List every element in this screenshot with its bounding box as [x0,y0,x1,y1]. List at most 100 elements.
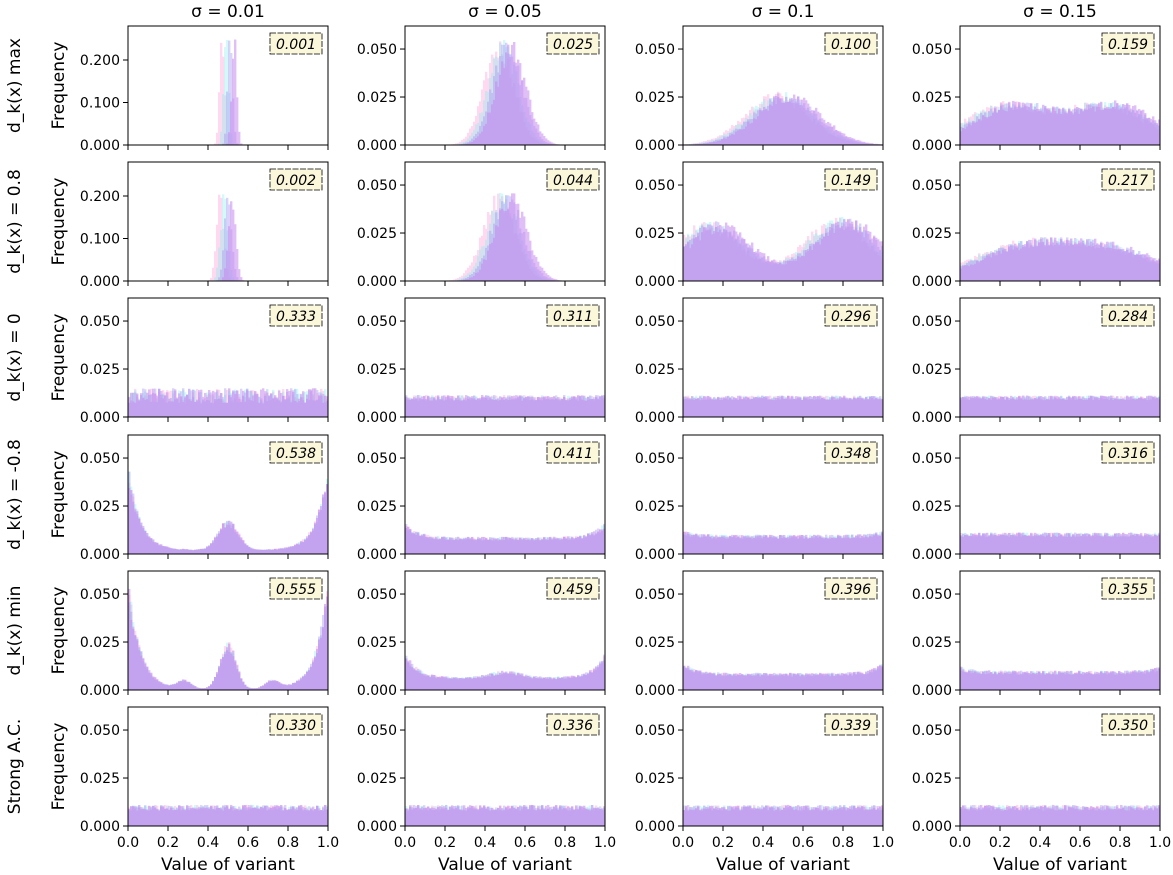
histogram-bar [1020,397,1023,417]
histogram-bar [837,221,840,281]
histogram-bar [837,399,840,417]
histogram-bar [465,395,468,417]
histogram-bar [749,245,752,281]
histogram-bar [232,209,235,281]
histogram-bar [419,397,422,417]
histogram-bar [867,399,870,417]
histogram-bar [823,236,826,281]
panel-frame [127,161,329,282]
histogram-bar [781,264,784,281]
histogram-bar [849,397,852,417]
histogram-bar [733,397,736,417]
histogram-bar [705,396,708,417]
histogram-bar [1044,244,1047,281]
histogram-bar [471,269,474,281]
histogram-bar [966,126,969,145]
histogram-bar [469,142,472,145]
histogram-bar [483,259,486,281]
histogram-bar [505,398,508,417]
histogram-bar [1064,112,1067,145]
panel: 0.000 0.025 0.050 0.025 [357,25,606,154]
histogram-bar [527,396,530,417]
histogram-bar [968,123,971,145]
histogram-series [683,94,884,145]
histogram-bar [1140,397,1143,417]
histogram-bar [881,241,884,281]
histogram-bar [877,239,880,281]
histogram-bar [495,81,498,145]
histogram-bar [463,143,466,145]
histogram-bar [869,396,872,417]
histogram-bar [174,389,177,417]
panel-frame [404,161,606,282]
histogram-bar [505,210,508,281]
histogram-bar [1100,395,1103,417]
histogram-bar [481,131,484,145]
histogram-bar [228,132,231,145]
histogram-bar [467,398,470,417]
histogram-bar [551,397,554,417]
histogram-bar [861,397,864,417]
panel-frame [682,297,884,418]
histogram-bar [809,110,812,145]
histogram-bar [1086,239,1089,281]
histogram-bar [825,233,828,281]
histogram-bar [545,398,548,417]
histogram-bar [737,130,740,145]
histogram-bar [226,91,229,145]
histogram-bar [1018,250,1021,281]
histogram-bar [1010,395,1013,417]
histogram-bar [521,80,524,145]
histogram-bar [573,396,576,417]
histogram-bar [473,266,476,281]
histogram-bar [685,244,688,281]
histogram-bar [465,136,468,145]
histogram-bar [1010,245,1013,281]
histogram-bar [1124,104,1127,145]
histogram-bar [495,399,498,417]
histogram-bar [1088,245,1091,281]
histogram-bar [1142,254,1145,281]
histogram-bar [1060,399,1063,417]
histogram-bar [1094,238,1097,281]
histogram-bar [1038,242,1041,281]
panel: 0.000 0.025 0.050 0.159 [912,25,1161,154]
histogram-bar [523,77,526,145]
histogram-bar [463,273,466,281]
histogram-bar [511,395,514,417]
histogram-bar [459,141,462,145]
histogram-bar [765,396,768,417]
histogram-bar [1058,398,1061,417]
histogram-bar [757,397,760,417]
histogram-bar [1154,261,1157,281]
histogram-bar [218,143,221,145]
histogram-bar [857,139,860,145]
histogram-bar [727,399,730,417]
histogram-bar [533,118,536,145]
histogram-bar [763,396,766,417]
histogram-bar [775,397,778,417]
histogram-bar [767,110,770,145]
histogram-bar [771,105,774,145]
row-label: d_k(x) = 0 [5,313,25,401]
histogram-bar [485,123,488,145]
value-badge [269,168,323,191]
histogram-bar [1010,107,1013,145]
histogram-bar [577,395,580,417]
histogram-bar [970,396,973,417]
histogram-bar [695,143,698,145]
histogram-bar [791,260,794,281]
histogram-bar [835,398,838,417]
histogram-bar [158,388,161,417]
histogram-bar [988,254,991,281]
value-badge-text: 0.149 [831,173,871,189]
histogram-bar [1106,108,1109,145]
histogram-bar [845,136,848,145]
histogram-bar [1092,106,1095,145]
histogram-bar [1034,398,1037,417]
histogram-bar [567,399,570,417]
histogram-bar [148,389,151,417]
histogram-bar [996,250,999,281]
panel-frame [959,161,1161,282]
histogram-bar [701,232,704,281]
